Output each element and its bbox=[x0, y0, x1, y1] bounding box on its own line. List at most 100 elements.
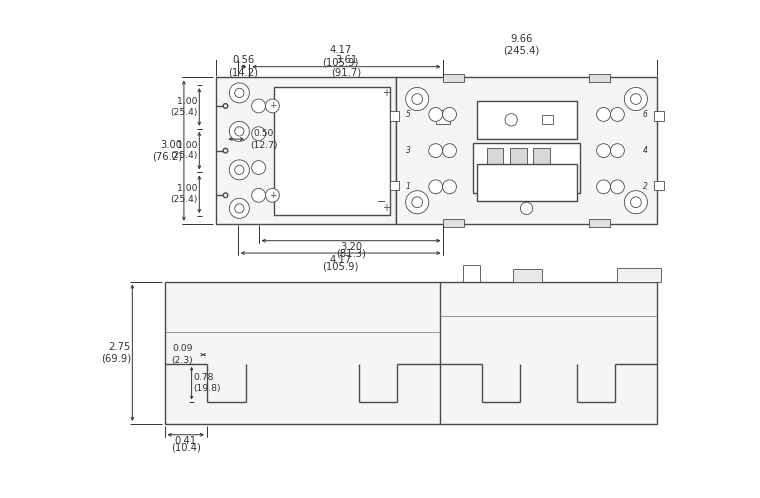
Circle shape bbox=[521, 202, 533, 215]
Circle shape bbox=[252, 161, 265, 174]
Text: 9.66: 9.66 bbox=[511, 33, 533, 44]
Bar bbox=[389, 112, 399, 121]
Bar bbox=[589, 74, 610, 82]
Text: 5: 5 bbox=[406, 110, 410, 119]
Circle shape bbox=[442, 180, 457, 194]
Text: (19.8): (19.8) bbox=[193, 384, 220, 393]
Circle shape bbox=[631, 94, 641, 105]
Bar bbox=[442, 74, 464, 82]
Text: (14.2): (14.2) bbox=[229, 67, 258, 78]
Text: (10.4): (10.4) bbox=[171, 443, 201, 453]
Circle shape bbox=[625, 191, 648, 214]
Text: (69.9): (69.9) bbox=[100, 354, 131, 364]
Circle shape bbox=[406, 191, 429, 214]
Circle shape bbox=[442, 144, 457, 157]
Bar bbox=[533, 147, 549, 188]
Text: +: + bbox=[269, 102, 276, 111]
Bar bbox=[389, 181, 399, 190]
FancyBboxPatch shape bbox=[252, 188, 280, 202]
Circle shape bbox=[412, 197, 423, 208]
Text: 4.17: 4.17 bbox=[330, 45, 352, 55]
Text: 6: 6 bbox=[643, 110, 648, 119]
Text: (245.4): (245.4) bbox=[503, 46, 540, 56]
Text: (25.4): (25.4) bbox=[170, 108, 198, 117]
Text: 0.78: 0.78 bbox=[193, 374, 214, 382]
Text: (12.7): (12.7) bbox=[250, 140, 277, 149]
Circle shape bbox=[252, 188, 265, 202]
Circle shape bbox=[631, 197, 641, 208]
Bar bbox=[217, 78, 396, 224]
Circle shape bbox=[442, 108, 457, 122]
Text: (91.7): (91.7) bbox=[331, 67, 362, 78]
Text: 2: 2 bbox=[643, 182, 648, 191]
Text: 0.50: 0.50 bbox=[254, 128, 274, 137]
Circle shape bbox=[235, 88, 244, 98]
Bar bbox=[654, 112, 663, 121]
Circle shape bbox=[235, 165, 244, 174]
Text: 1.00: 1.00 bbox=[177, 97, 198, 106]
Bar bbox=[473, 143, 581, 193]
Circle shape bbox=[252, 99, 265, 113]
Text: 4.17: 4.17 bbox=[330, 254, 352, 264]
Bar bbox=[477, 164, 577, 201]
Text: 3.61: 3.61 bbox=[335, 55, 357, 65]
Bar bbox=[396, 78, 657, 224]
Circle shape bbox=[252, 127, 265, 140]
Text: (25.4): (25.4) bbox=[170, 151, 198, 160]
Bar bbox=[617, 267, 661, 281]
Text: 3.20: 3.20 bbox=[340, 242, 362, 252]
Bar bbox=[510, 147, 527, 188]
Bar bbox=[274, 87, 389, 215]
Text: 1.00: 1.00 bbox=[177, 184, 198, 194]
Circle shape bbox=[223, 104, 228, 108]
Text: (76.2): (76.2) bbox=[152, 151, 182, 161]
Circle shape bbox=[223, 193, 228, 198]
Bar bbox=[165, 281, 657, 424]
Text: 1.00: 1.00 bbox=[177, 141, 198, 150]
Circle shape bbox=[505, 114, 518, 126]
Circle shape bbox=[230, 83, 249, 103]
Text: (25.4): (25.4) bbox=[170, 195, 198, 204]
FancyBboxPatch shape bbox=[252, 99, 280, 113]
Circle shape bbox=[412, 94, 423, 105]
Bar bbox=[477, 101, 577, 139]
Text: 4: 4 bbox=[643, 146, 648, 155]
Bar bbox=[654, 181, 663, 190]
Text: +: + bbox=[382, 88, 390, 98]
Circle shape bbox=[429, 180, 442, 194]
Text: 3.00: 3.00 bbox=[160, 140, 182, 150]
Bar bbox=[513, 269, 542, 281]
Circle shape bbox=[429, 144, 442, 157]
Circle shape bbox=[610, 144, 625, 157]
Circle shape bbox=[230, 160, 249, 180]
Text: +: + bbox=[382, 203, 390, 213]
Bar bbox=[542, 115, 553, 124]
Circle shape bbox=[223, 148, 228, 153]
Text: (105.9): (105.9) bbox=[322, 57, 359, 67]
Text: (2.3): (2.3) bbox=[171, 356, 192, 365]
Circle shape bbox=[230, 198, 249, 219]
Text: 0.56: 0.56 bbox=[233, 55, 255, 65]
Circle shape bbox=[597, 180, 610, 194]
Text: (105.9): (105.9) bbox=[322, 261, 359, 271]
Circle shape bbox=[406, 88, 429, 111]
Circle shape bbox=[265, 188, 280, 202]
Circle shape bbox=[597, 108, 610, 122]
Circle shape bbox=[429, 108, 442, 122]
Text: 2.75: 2.75 bbox=[109, 342, 131, 352]
Text: +: + bbox=[269, 191, 276, 200]
Text: 1: 1 bbox=[406, 182, 410, 191]
Circle shape bbox=[610, 108, 625, 122]
Text: 0.09: 0.09 bbox=[172, 344, 192, 353]
Text: 3: 3 bbox=[406, 146, 410, 155]
Circle shape bbox=[597, 144, 610, 157]
Circle shape bbox=[235, 204, 244, 213]
Circle shape bbox=[235, 127, 244, 136]
Bar bbox=[442, 219, 464, 227]
Text: −: − bbox=[377, 197, 387, 207]
Text: (81.3): (81.3) bbox=[336, 249, 366, 259]
Circle shape bbox=[625, 88, 648, 111]
Bar bbox=[589, 219, 610, 227]
Bar bbox=[435, 110, 450, 124]
Circle shape bbox=[265, 99, 280, 113]
